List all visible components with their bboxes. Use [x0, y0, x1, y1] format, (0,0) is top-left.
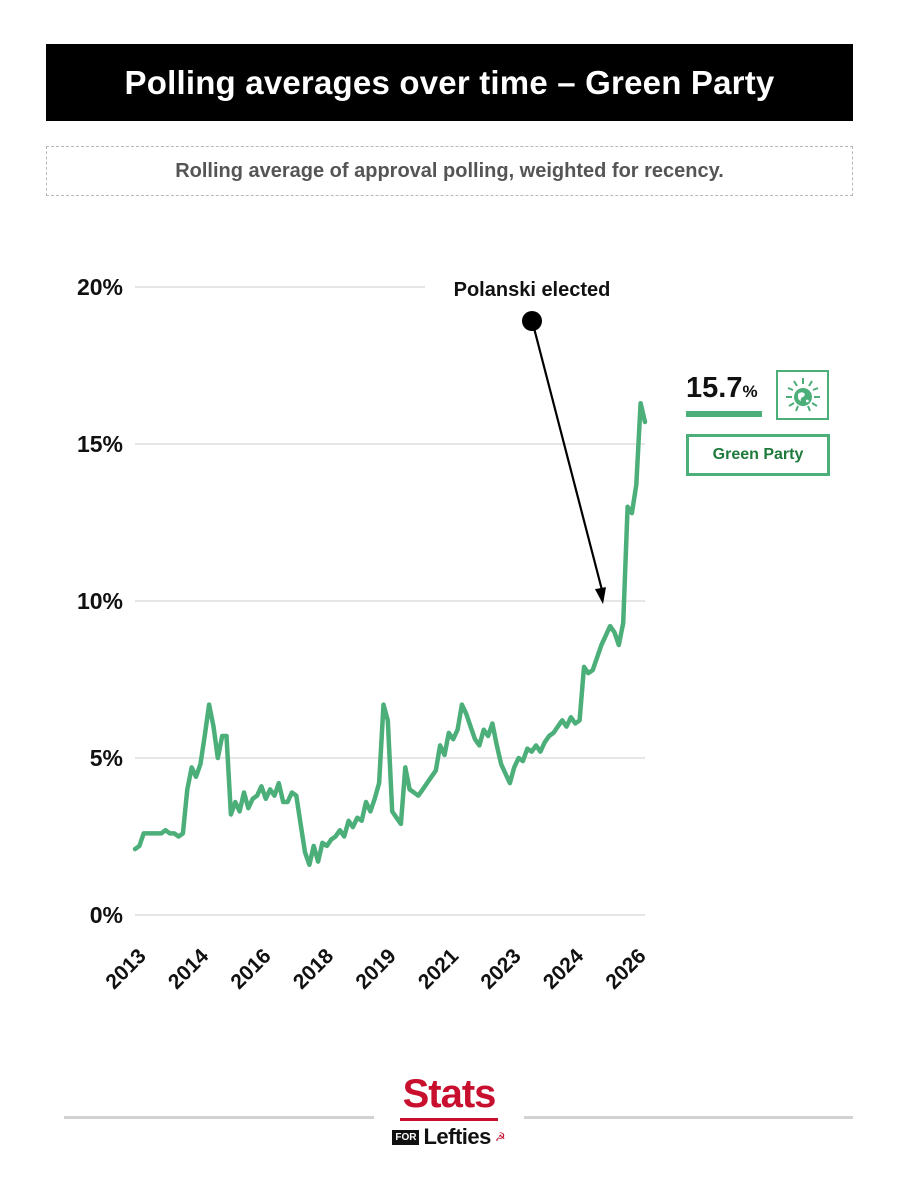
legend-value-unit: % — [742, 382, 758, 401]
x-tick-label: 2018 — [289, 944, 339, 994]
green-party-earth-icon — [776, 370, 829, 420]
legend-swatch — [686, 411, 762, 417]
annotation-arrow-line — [532, 327, 604, 591]
legend-latest-value: 15.7% — [686, 372, 758, 405]
x-tick-label: 2013 — [101, 944, 150, 993]
annotation-arrow-head — [595, 587, 606, 605]
brand-for: FOR — [392, 1129, 420, 1145]
legend-label: Green Party — [712, 446, 804, 463]
footer-divider-left — [64, 1116, 374, 1119]
title-bar: Polling averages over time – Green Party — [46, 44, 853, 121]
footer-divider-right — [524, 1116, 853, 1119]
annotation-dot — [522, 311, 542, 331]
brand-stats: Stats — [402, 1072, 497, 1116]
brand-lefties: Lefties — [423, 1124, 491, 1149]
page-title: Polling averages over time – Green Party — [124, 63, 775, 101]
stats-for-lefties-logo: Stats FOR Lefties ☭ — [392, 1072, 506, 1156]
x-tick-label: 2023 — [476, 944, 525, 993]
x-tick-label: 2026 — [601, 944, 650, 993]
series-line — [132, 400, 648, 868]
x-tick-label: 2014 — [164, 944, 214, 994]
y-tick-label: 10% — [77, 588, 123, 614]
y-tick-label: 5% — [90, 745, 123, 771]
page-subtitle: Rolling average of approval polling, wei… — [175, 159, 724, 182]
y-tick-label: 0% — [90, 902, 123, 928]
legend-label-box: Green Party — [686, 434, 830, 476]
brand-rule — [400, 1118, 498, 1121]
subtitle-box: Rolling average of approval polling, wei… — [46, 146, 853, 196]
legend-value-number: 15.7 — [686, 372, 743, 404]
y-tick-label: 15% — [77, 431, 123, 457]
x-tick-label: 2024 — [539, 944, 589, 994]
x-tick-label: 2016 — [226, 944, 275, 993]
y-tick-label: 20% — [77, 274, 123, 300]
brand-bottom-row: FOR Lefties ☭ — [392, 1124, 506, 1149]
hammer-sickle-icon: ☭ — [494, 1130, 506, 1144]
annotation-label: Polanski elected — [454, 279, 611, 301]
x-tick-label: 2019 — [351, 944, 400, 993]
x-tick-label: 2021 — [414, 944, 464, 994]
